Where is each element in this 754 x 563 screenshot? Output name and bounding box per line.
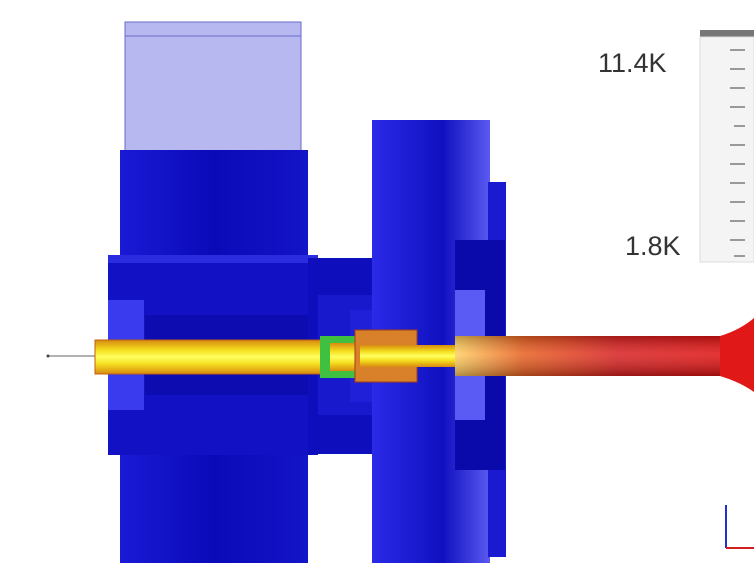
- legend-max-label: 11.4K: [598, 48, 667, 78]
- legend-min-label: 1.8K: [625, 231, 681, 261]
- top-block: [124, 21, 302, 158]
- color-legend: [699, 30, 754, 263]
- axis-triad: [725, 505, 754, 549]
- hot-tube: [46, 318, 754, 392]
